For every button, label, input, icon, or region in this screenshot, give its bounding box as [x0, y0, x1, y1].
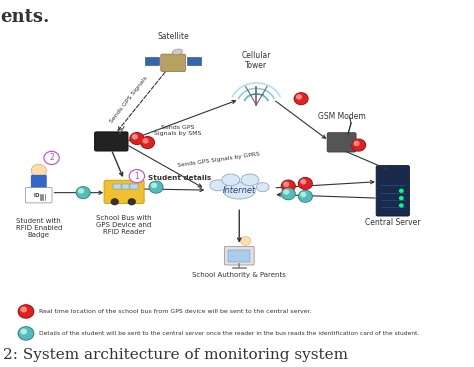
Text: 2: System architecture of monitoring system: 2: System architecture of monitoring sys… — [2, 348, 347, 362]
Circle shape — [31, 164, 46, 177]
Text: GSM Modem: GSM Modem — [318, 112, 365, 121]
Circle shape — [21, 307, 27, 312]
FancyBboxPatch shape — [130, 184, 138, 189]
Circle shape — [21, 329, 27, 334]
FancyBboxPatch shape — [121, 184, 129, 189]
Text: Satellite: Satellite — [157, 32, 189, 41]
Circle shape — [111, 199, 118, 205]
Circle shape — [400, 189, 403, 192]
FancyBboxPatch shape — [26, 188, 52, 203]
Circle shape — [282, 180, 295, 192]
Circle shape — [282, 188, 295, 200]
Circle shape — [44, 151, 59, 164]
Text: Details of the student will be sent to the central server once the reader in the: Details of the student will be sent to t… — [39, 331, 419, 336]
Text: Sends GPS
Signals by SMS: Sends GPS Signals by SMS — [154, 126, 201, 136]
Circle shape — [142, 138, 154, 148]
FancyBboxPatch shape — [327, 133, 356, 152]
Circle shape — [299, 178, 312, 189]
Circle shape — [149, 181, 163, 193]
Text: Cellular
Tower: Cellular Tower — [242, 51, 271, 70]
FancyBboxPatch shape — [113, 184, 121, 189]
Text: Internet: Internet — [223, 186, 256, 195]
Circle shape — [283, 181, 294, 191]
FancyBboxPatch shape — [376, 166, 410, 216]
Circle shape — [299, 190, 312, 202]
FancyBboxPatch shape — [228, 250, 250, 262]
Circle shape — [300, 178, 311, 189]
Circle shape — [129, 170, 145, 183]
Text: 2: 2 — [49, 153, 54, 163]
Circle shape — [400, 204, 403, 207]
Circle shape — [297, 95, 301, 99]
Circle shape — [354, 141, 359, 145]
Circle shape — [283, 189, 294, 199]
Text: ents.: ents. — [0, 8, 50, 26]
Circle shape — [79, 189, 83, 193]
Text: ID: ID — [34, 193, 40, 198]
Circle shape — [18, 327, 34, 340]
FancyBboxPatch shape — [95, 132, 128, 151]
Ellipse shape — [256, 183, 269, 192]
Text: Real time location of the school bus from GPS device will be sent to the central: Real time location of the school bus fro… — [39, 309, 311, 314]
Text: Sends GPS Signals by GPRS: Sends GPS Signals by GPRS — [177, 152, 260, 168]
FancyBboxPatch shape — [31, 175, 46, 188]
Circle shape — [152, 184, 156, 188]
Circle shape — [19, 328, 33, 339]
Circle shape — [77, 188, 89, 197]
Circle shape — [301, 180, 306, 184]
Text: Sends GPS Signals: Sends GPS Signals — [109, 75, 148, 124]
Ellipse shape — [241, 174, 259, 186]
Ellipse shape — [172, 49, 182, 55]
Text: 1: 1 — [135, 172, 139, 181]
Circle shape — [240, 236, 251, 245]
FancyBboxPatch shape — [224, 246, 254, 265]
Text: Student details: Student details — [147, 175, 211, 181]
Circle shape — [131, 134, 143, 143]
Circle shape — [76, 187, 90, 199]
FancyBboxPatch shape — [145, 57, 159, 65]
Circle shape — [132, 135, 137, 139]
Ellipse shape — [222, 174, 240, 186]
Ellipse shape — [223, 183, 255, 199]
Text: Student with
RFID Enabled
Badge: Student with RFID Enabled Badge — [16, 218, 62, 238]
Circle shape — [143, 139, 148, 143]
Text: Central Server: Central Server — [365, 218, 420, 227]
Circle shape — [353, 140, 365, 150]
Circle shape — [284, 182, 289, 186]
Circle shape — [128, 199, 136, 205]
Ellipse shape — [210, 180, 226, 191]
Circle shape — [150, 182, 162, 192]
Circle shape — [19, 306, 33, 317]
Text: School Authority & Parents: School Authority & Parents — [192, 272, 286, 278]
Circle shape — [301, 193, 306, 197]
Circle shape — [352, 139, 365, 151]
FancyBboxPatch shape — [104, 180, 144, 204]
Circle shape — [300, 191, 311, 201]
Circle shape — [400, 197, 403, 200]
Circle shape — [284, 190, 289, 194]
Text: School Bus with
GPS Device and
RFID Reader: School Bus with GPS Device and RFID Read… — [96, 215, 152, 235]
Circle shape — [18, 305, 34, 318]
Circle shape — [130, 133, 144, 144]
Circle shape — [294, 93, 308, 105]
FancyBboxPatch shape — [187, 57, 201, 65]
Circle shape — [295, 94, 307, 103]
FancyBboxPatch shape — [161, 54, 185, 72]
Circle shape — [141, 137, 155, 148]
